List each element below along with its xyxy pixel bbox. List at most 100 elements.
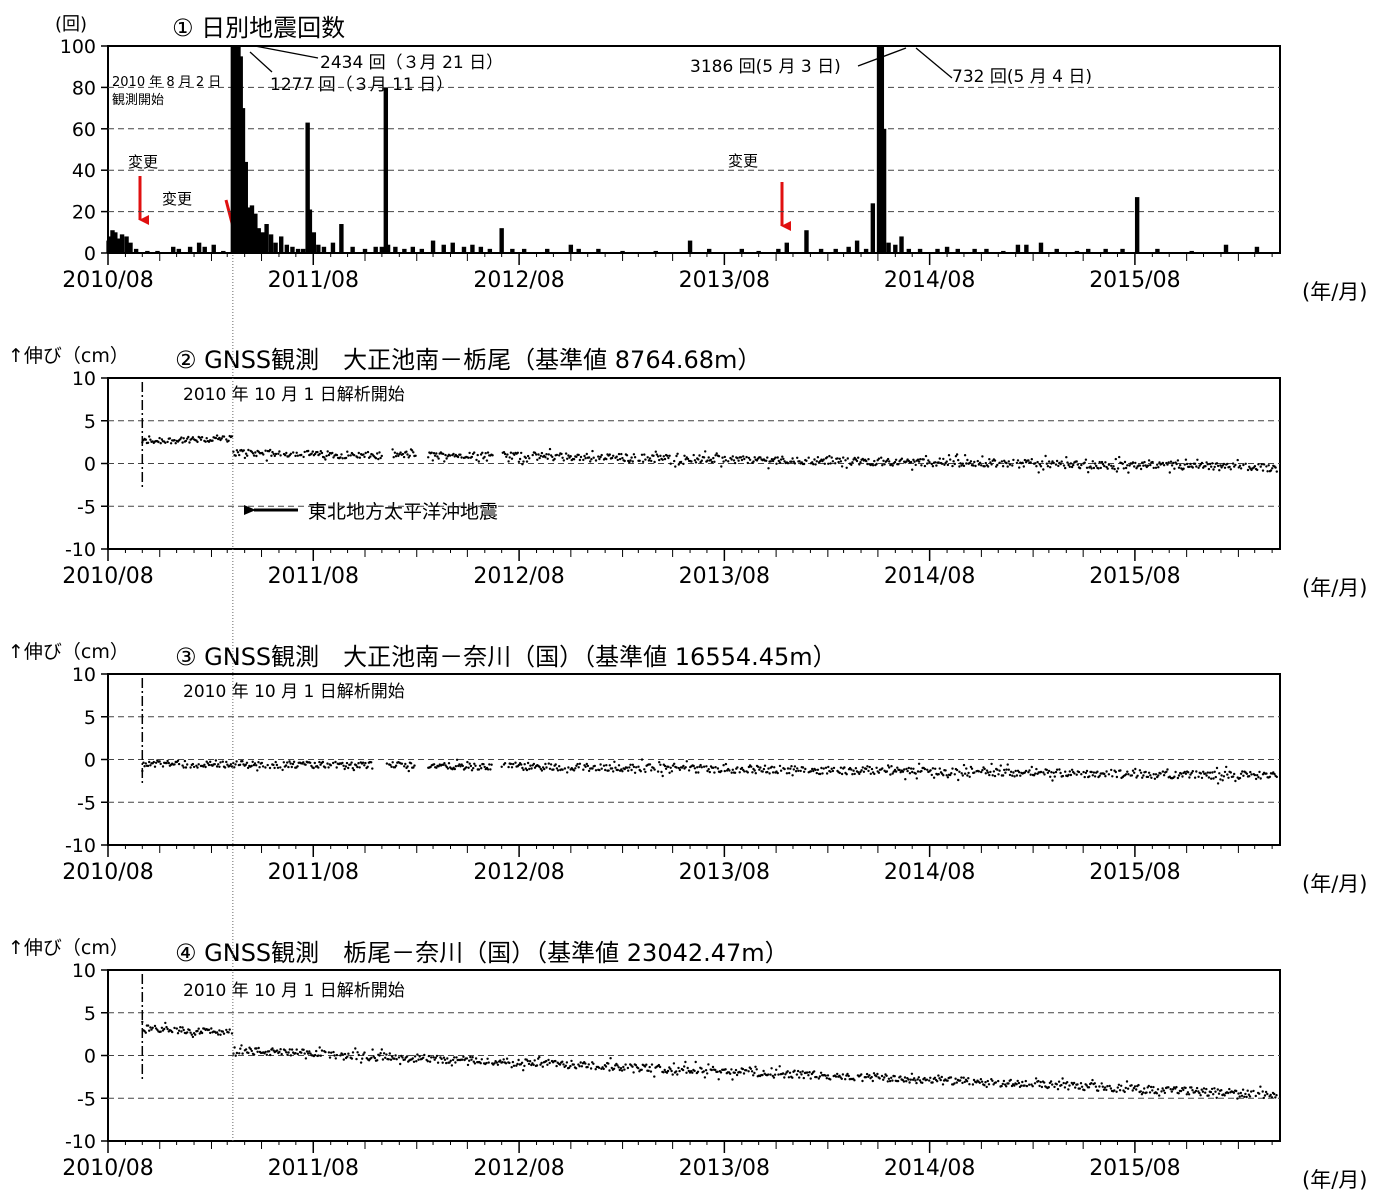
data-point	[813, 458, 816, 461]
bar	[128, 242, 133, 253]
data-point	[1157, 466, 1160, 469]
data-point	[853, 772, 856, 776]
data-point	[966, 458, 969, 462]
data-point	[590, 458, 593, 461]
data-point	[219, 1033, 222, 1037]
data-point	[714, 454, 717, 457]
data-point	[1058, 768, 1061, 771]
data-point	[1207, 776, 1211, 779]
data-point	[1140, 1093, 1144, 1096]
data-point	[1237, 1092, 1240, 1095]
data-point	[640, 453, 644, 456]
data-point	[210, 1027, 213, 1030]
data-point	[567, 454, 570, 457]
data-point	[1122, 467, 1126, 470]
data-point	[663, 764, 667, 768]
data-point	[1227, 1091, 1230, 1095]
data-point	[143, 765, 146, 768]
data-point	[937, 461, 940, 464]
data-point	[993, 459, 997, 462]
data-point	[206, 762, 210, 765]
data-point	[141, 1020, 144, 1024]
data-point	[275, 763, 279, 767]
data-point	[1039, 465, 1043, 468]
data-point	[1013, 775, 1016, 778]
bar	[1103, 248, 1108, 253]
data-point	[790, 765, 793, 768]
data-point	[171, 1030, 174, 1034]
data-point	[204, 440, 207, 443]
data-point	[662, 455, 665, 458]
x-tick-label: 2010/08	[62, 564, 153, 589]
data-point	[610, 456, 614, 460]
data-point	[694, 771, 698, 774]
data-point	[625, 454, 629, 457]
data-point	[465, 1057, 469, 1060]
data-point	[1091, 1078, 1094, 1082]
data-point	[517, 460, 521, 463]
data-point	[1087, 471, 1090, 474]
data-point	[661, 458, 664, 461]
data-point	[160, 1026, 164, 1030]
data-point	[739, 456, 743, 459]
bar	[1134, 197, 1140, 253]
data-point	[382, 1052, 386, 1055]
data-point	[783, 767, 786, 771]
data-point	[1035, 767, 1038, 771]
data-point	[1186, 1091, 1190, 1094]
data-point	[1272, 771, 1275, 774]
data-point	[880, 456, 883, 459]
data-point	[1076, 463, 1080, 466]
data-point	[343, 767, 346, 771]
data-point	[361, 761, 365, 764]
data-point	[1098, 1085, 1101, 1088]
data-point	[858, 772, 861, 776]
data-point	[261, 765, 265, 768]
data-point	[217, 1033, 220, 1036]
data-point	[1100, 1082, 1103, 1085]
data-point	[693, 1069, 696, 1073]
data-point	[822, 767, 825, 770]
data-point	[612, 770, 615, 773]
data-point	[479, 453, 483, 456]
data-point	[412, 766, 415, 769]
data-point	[1017, 1081, 1021, 1085]
data-point	[1155, 1092, 1159, 1095]
data-point	[769, 1073, 772, 1076]
data-point	[1200, 776, 1204, 780]
data-point	[215, 765, 219, 768]
data-point	[771, 771, 775, 774]
data-point	[839, 460, 843, 463]
data-point	[177, 1029, 181, 1032]
data-point	[211, 439, 214, 442]
data-point	[779, 769, 783, 772]
data-point	[916, 458, 920, 461]
bar	[461, 246, 467, 253]
data-point	[369, 455, 372, 458]
data-point	[638, 459, 641, 462]
data-point	[532, 762, 536, 766]
data-point	[1126, 1087, 1130, 1090]
data-point	[1101, 1085, 1105, 1088]
data-point	[1135, 467, 1138, 470]
data-point	[938, 767, 941, 770]
data-point	[197, 1027, 200, 1030]
data-point	[1162, 774, 1166, 777]
data-point	[287, 765, 290, 769]
data-point	[630, 456, 633, 459]
data-point	[196, 1029, 199, 1033]
data-point	[1227, 776, 1230, 779]
data-point	[482, 763, 485, 766]
data-point	[886, 764, 890, 767]
data-point	[703, 1076, 707, 1079]
data-point	[953, 773, 956, 776]
data-point	[706, 459, 709, 462]
data-point	[729, 1072, 732, 1076]
data-point	[578, 762, 582, 765]
data-point	[963, 454, 967, 457]
data-point	[777, 459, 780, 463]
data-point	[1080, 463, 1083, 467]
data-point	[1271, 467, 1274, 470]
data-point	[1102, 1088, 1106, 1091]
data-point	[1241, 770, 1244, 773]
